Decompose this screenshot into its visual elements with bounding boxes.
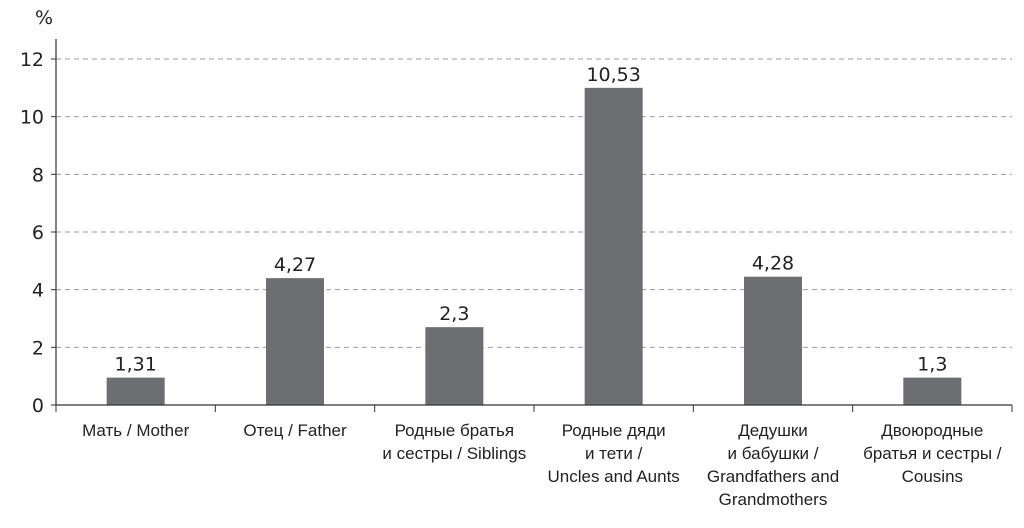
y-axis-unit-label: % [35, 7, 53, 29]
data-label-2: 2,3 [439, 303, 469, 325]
bar-0 [106, 377, 165, 405]
category-label-0-line-0: Мать / Mother [82, 421, 189, 440]
data-label-3: 10,53 [586, 64, 640, 86]
category-label-5-line-2: Cousins [902, 467, 963, 486]
y-tick-label: 0 [32, 395, 44, 417]
category-labels: Мать / Mother Отец / Father Родные братья и… [82, 421, 1002, 509]
y-tick-label: 8 [32, 164, 44, 186]
bar-5 [903, 377, 962, 405]
bar-4 [744, 276, 802, 405]
data-label-4: 4,28 [752, 253, 794, 275]
y-tick-label: 4 [32, 280, 44, 302]
category-label-3-line-0: Родные дяди [562, 421, 666, 440]
bar-3 [584, 87, 643, 405]
bars [106, 87, 962, 405]
category-label-4-line-0: Дедушки [738, 421, 808, 440]
data-label-1: 4,27 [274, 254, 316, 276]
y-axis-ticks: 0 2 4 6 8 10 12 [20, 39, 57, 417]
category-label-4-line-1: и бабушки / [728, 444, 819, 463]
data-labels: 1,31 4,27 2,3 10,53 4,28 1,3 [115, 64, 948, 376]
category-label-2-line-1: и сестры / Siblings [382, 444, 526, 463]
y-tick-label: 2 [32, 337, 44, 359]
data-label-5: 1,3 [917, 354, 947, 376]
y-tick-label: 6 [32, 222, 44, 244]
category-label-3-line-2: Uncles and Aunts [548, 467, 680, 486]
category-label-2-line-0: Родные братья [395, 421, 515, 440]
category-label-4-line-3: Grandmothers [719, 490, 828, 509]
category-label-5-line-1: братья и сестры / [863, 444, 1002, 463]
category-label-1-line-0: Отец / Father [243, 421, 347, 440]
bar-2 [425, 327, 484, 405]
y-tick-label: 12 [20, 49, 44, 71]
data-label-0: 1,31 [115, 354, 157, 376]
x-axis [55, 404, 1013, 412]
y-tick-label: 10 [20, 107, 44, 129]
category-label-4-line-2: Grandfathers and [707, 467, 839, 486]
category-label-5-line-0: Двоюродные [881, 421, 983, 440]
gridlines [56, 58, 1012, 348]
category-label-3-line-1: и тети / [585, 444, 643, 463]
bar-1 [266, 278, 324, 405]
